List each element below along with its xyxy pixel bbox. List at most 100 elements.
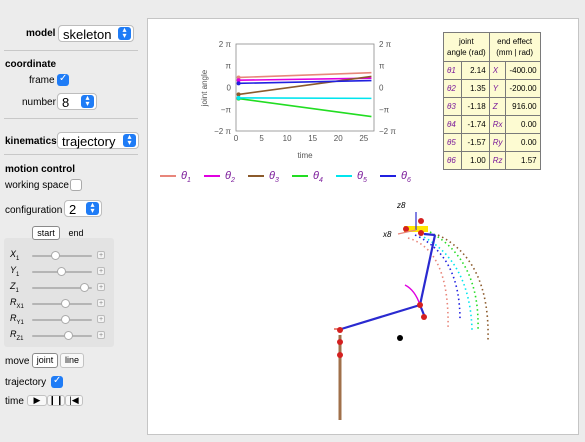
end-symbol: Rz <box>488 151 507 170</box>
slider-knob[interactable] <box>51 251 61 260</box>
slider-track[interactable] <box>32 255 92 257</box>
frame-label: frame <box>29 75 55 86</box>
joint-symbol: θ3 <box>443 97 462 116</box>
joint-symbol: θ1 <box>443 61 462 80</box>
x-tick: 20 <box>334 134 343 143</box>
pause-button[interactable]: ❙❙ <box>47 395 65 406</box>
joint-value: -1.18 <box>460 97 490 116</box>
table-row: θ6 1.00 Rz 1.57 <box>443 151 541 170</box>
end-header: end effect (mm | rad) <box>488 32 541 62</box>
chart-legend: θ1 θ2 θ3 θ4 θ5 θ6 <box>160 170 450 186</box>
legend-symbol: θ <box>225 170 231 182</box>
target-point <box>397 335 403 341</box>
y-tick-left: π <box>225 62 231 71</box>
table-row: θ5 -1.57 Ry 0.00 <box>443 133 541 152</box>
plus-icon[interactable]: + <box>97 331 105 339</box>
x-tick: 5 <box>259 134 264 143</box>
slider-label: RX1 <box>10 297 24 310</box>
move-joint-button[interactable]: joint <box>32 353 58 368</box>
tab-end[interactable]: end <box>68 228 84 238</box>
slider-label: RY1 <box>10 313 24 326</box>
kinematics-label: kinematics <box>5 136 57 147</box>
joint-header-line2: angle (rad) <box>447 48 486 57</box>
slider-label: RZ1 <box>10 329 24 342</box>
series-line <box>238 71 372 79</box>
plus-icon[interactable]: + <box>97 267 105 275</box>
link-1 <box>337 303 421 332</box>
robot-view: z8 x8 <box>334 201 489 420</box>
table-row: θ3 -1.18 Z 916.00 <box>443 97 541 116</box>
joint-7 <box>418 230 424 236</box>
y-tick-left: −2 π <box>214 127 231 136</box>
end-value: 1.57 <box>505 151 541 170</box>
model-select-value: skeleton <box>63 27 112 42</box>
number-select[interactable]: 8 ▴ ▾ <box>57 93 97 110</box>
joint-1 <box>337 327 343 333</box>
series-point <box>236 78 241 83</box>
slider-row: RX1 + <box>10 296 110 312</box>
legend-swatch <box>380 175 396 178</box>
divider <box>4 154 138 155</box>
slider-row: Y1 + <box>10 264 110 280</box>
legend-item: θ2 <box>204 170 235 184</box>
legend-sub: 1 <box>186 177 191 185</box>
slider-row: X1 + <box>10 248 110 264</box>
end-value: -200.00 <box>505 79 541 98</box>
reset-button[interactable]: |◀ <box>65 395 83 406</box>
slider-knob[interactable] <box>80 283 90 292</box>
end-value: 916.00 <box>505 97 541 116</box>
configuration-select[interactable]: 2 ▴ ▾ <box>64 200 102 217</box>
legend-symbol: θ <box>269 170 275 182</box>
divider <box>4 50 138 51</box>
legend-item: θ1 <box>160 170 191 184</box>
slider-knob[interactable] <box>56 267 66 276</box>
model-select[interactable]: skeleton ▴ ▾ <box>58 25 134 42</box>
frame-x-label: x8 <box>382 230 392 239</box>
move-line-button[interactable]: line <box>60 353 84 368</box>
plus-icon[interactable]: + <box>97 251 105 259</box>
frame-checkbox[interactable] <box>57 73 69 86</box>
play-button[interactable]: ▶ <box>27 395 47 406</box>
joint-value: 1.35 <box>460 79 490 98</box>
y-tick-left: 0 <box>227 84 232 93</box>
end-symbol: Rx <box>488 115 507 134</box>
end-symbol: X <box>488 61 507 80</box>
legend-item: θ4 <box>292 170 323 184</box>
slider-label: Y1 <box>10 265 20 278</box>
plus-icon[interactable]: + <box>97 315 105 323</box>
y-axis-label: joint angle <box>200 69 209 107</box>
kinematics-select[interactable]: trajectory ▴ ▾ <box>57 132 139 149</box>
slider-track[interactable] <box>32 287 92 289</box>
slider-track[interactable] <box>32 335 92 337</box>
plus-icon[interactable]: + <box>97 283 105 291</box>
chevron-updown-icon: ▴ ▾ <box>81 94 94 108</box>
legend-swatch <box>336 175 352 178</box>
end-symbol: Y <box>488 79 507 98</box>
y-tick-right: −2 π <box>379 127 396 136</box>
plus-icon[interactable]: + <box>97 299 105 307</box>
configuration-label: configuration <box>5 205 63 216</box>
link-2 <box>418 234 437 306</box>
trajectory-checkbox[interactable] <box>51 375 63 388</box>
legend-swatch <box>248 175 264 178</box>
y-tick-right: π <box>379 62 385 71</box>
legend-sub: 3 <box>274 177 279 185</box>
slider-knob[interactable] <box>60 315 70 324</box>
link-3 <box>423 232 436 237</box>
end-header-line1: end effect <box>497 37 533 46</box>
legend-item: θ3 <box>248 170 279 184</box>
divider <box>4 118 138 119</box>
chevron-updown-icon: ▴ ▾ <box>118 26 131 40</box>
end-symbol: Z <box>488 97 507 116</box>
coordinate-heading: coordinate <box>5 59 57 70</box>
end-value: -400.00 <box>505 61 541 80</box>
legend-item: θ6 <box>380 170 411 184</box>
y-tick-left: 2 π <box>219 40 232 49</box>
legend-sub: 5 <box>362 177 367 185</box>
joint-3 <box>337 352 343 358</box>
slider-knob[interactable] <box>60 299 70 308</box>
slider-knob[interactable] <box>63 331 73 340</box>
tab-start[interactable]: start <box>32 226 60 240</box>
working-space-checkbox[interactable] <box>70 179 82 191</box>
motion-control-heading: motion control <box>5 164 75 175</box>
